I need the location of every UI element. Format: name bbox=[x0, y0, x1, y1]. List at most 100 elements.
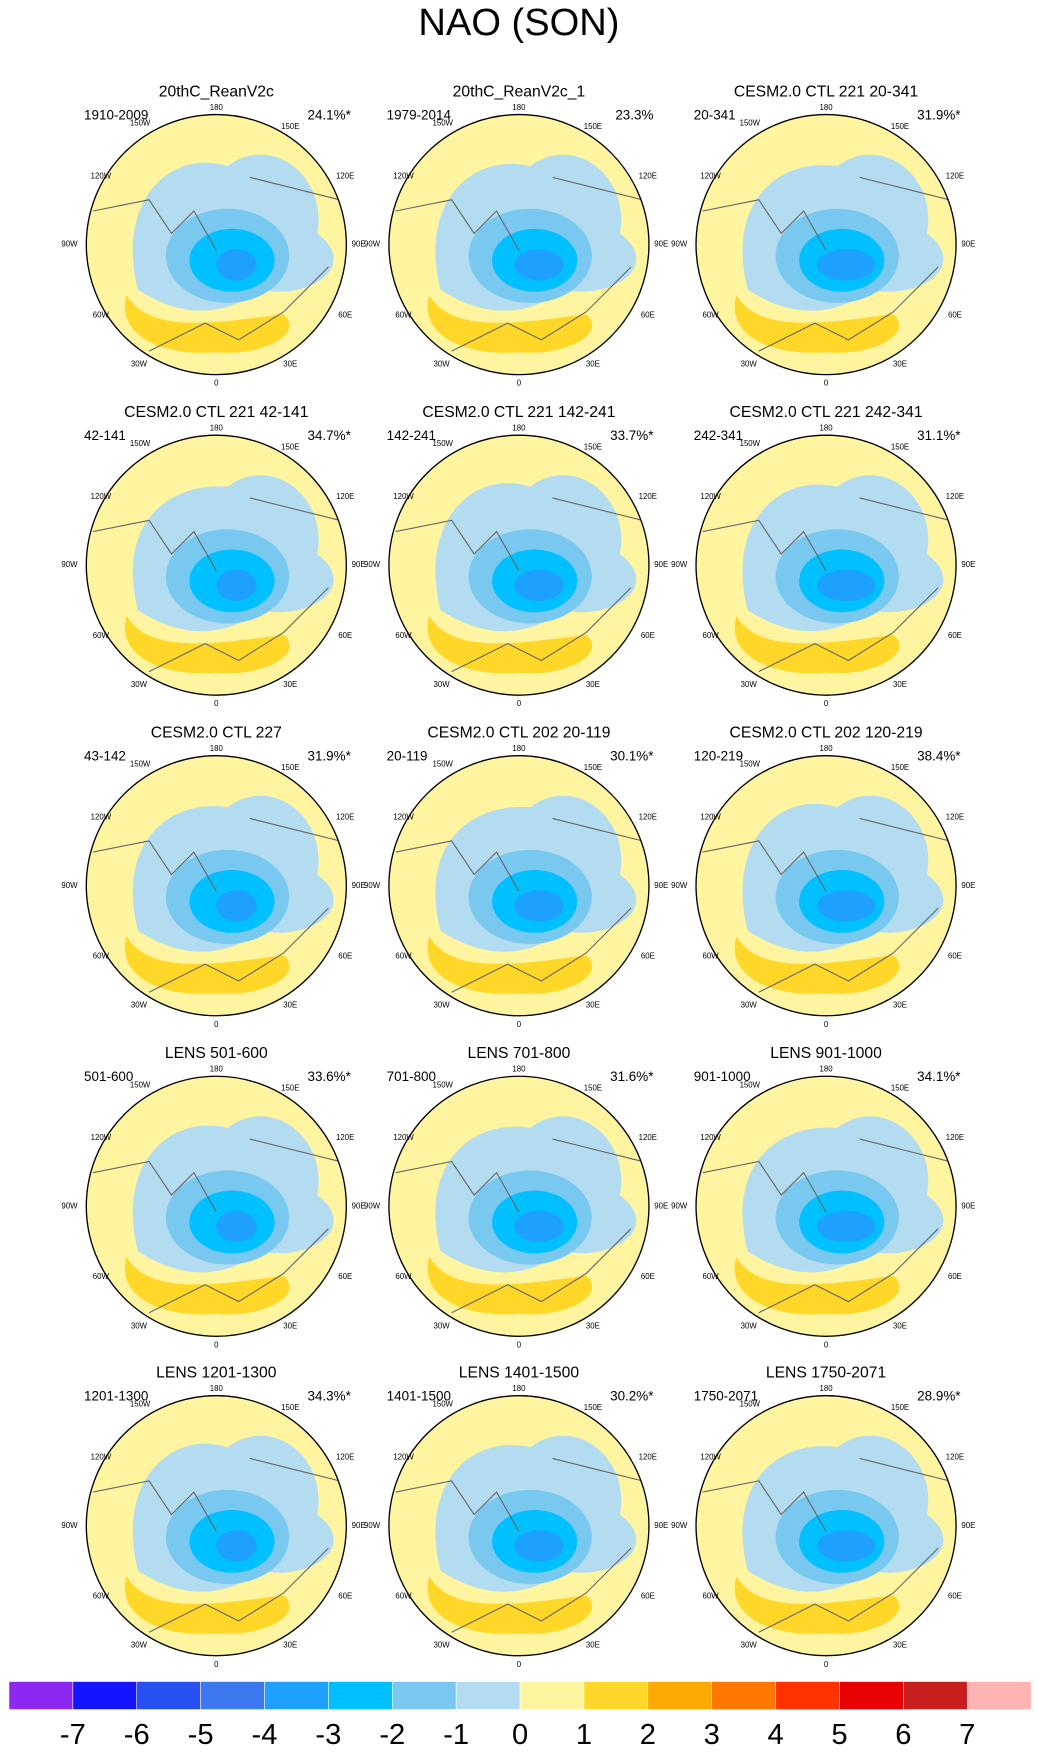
map-panel: CESM2.0 CTL 221 20-341 20-341 31.9%* 180 150… bbox=[671, 83, 975, 387]
map-panel: CESM2.0 CTL 221 142-241 142-241 33.7%* 180 1… bbox=[364, 404, 668, 708]
panel-period: 701-800 bbox=[387, 1069, 436, 1084]
contour bbox=[514, 249, 564, 281]
longitude-label: 120E bbox=[946, 1452, 964, 1461]
longitude-label: 120E bbox=[336, 1452, 354, 1461]
longitude-label: 120E bbox=[946, 171, 964, 180]
colorbar-label: 6 bbox=[895, 1719, 911, 1751]
longitude-label: 90E bbox=[961, 1521, 975, 1530]
longitude-label: 30E bbox=[283, 1641, 297, 1650]
longitude-label: 150E bbox=[891, 763, 909, 772]
longitude-label: 120E bbox=[946, 1133, 964, 1142]
longitude-label: 90W bbox=[364, 1521, 381, 1530]
panel-variance: 31.9%* bbox=[307, 748, 351, 763]
longitude-label: 30W bbox=[741, 1001, 758, 1010]
longitude-label: 120E bbox=[336, 171, 354, 180]
longitude-label: 150W bbox=[130, 439, 151, 448]
longitude-label: 120E bbox=[336, 492, 354, 501]
longitude-label: 30E bbox=[586, 1321, 600, 1330]
longitude-label: 150W bbox=[130, 119, 151, 128]
map bbox=[696, 755, 957, 1016]
longitude-label: 180 bbox=[512, 424, 526, 433]
map-border bbox=[388, 434, 650, 696]
map bbox=[388, 1395, 649, 1656]
longitude-label: 90E bbox=[654, 560, 668, 569]
panel-title: LENS 501-600 bbox=[165, 1045, 268, 1062]
longitude-label: 0 bbox=[214, 699, 219, 708]
colorbar-box bbox=[328, 1681, 393, 1710]
longitude-label: 120W bbox=[700, 492, 721, 501]
map bbox=[86, 1395, 347, 1656]
longitude-label: 30E bbox=[586, 360, 600, 369]
longitude-label: 60E bbox=[641, 951, 655, 960]
longitude-label: 30W bbox=[434, 1321, 451, 1330]
longitude-label: 30W bbox=[741, 1641, 758, 1650]
longitude-label: 150W bbox=[432, 439, 453, 448]
map-panel: CESM2.0 CTL 227 43-142 31.9%* 180 150W 150E 12… bbox=[61, 724, 365, 1028]
longitude-label: 180 bbox=[820, 1384, 834, 1393]
longitude-label: 60E bbox=[338, 631, 352, 640]
colorbar-label: 1 bbox=[576, 1719, 592, 1751]
longitude-label: 90W bbox=[364, 881, 381, 890]
longitude-label: 180 bbox=[210, 1065, 224, 1074]
map bbox=[388, 435, 649, 696]
map-border bbox=[695, 113, 957, 376]
longitude-label: 60E bbox=[641, 310, 655, 319]
map-panel: 20thC_ReanV2c 1910-2009 24.1%* 180 150W 150E 1… bbox=[61, 83, 365, 387]
contour bbox=[216, 249, 257, 281]
longitude-label: 60W bbox=[703, 631, 720, 640]
map-panel: CESM2.0 CTL 202 20-119 20-119 30.1%* 180 150… bbox=[364, 724, 668, 1028]
longitude-label: 180 bbox=[820, 424, 834, 433]
contour bbox=[514, 1530, 564, 1562]
colorbar-box bbox=[903, 1681, 968, 1710]
map bbox=[696, 114, 957, 375]
longitude-label: 90E bbox=[654, 240, 668, 249]
map-panel: LENS 1201-1300 1201-1300 34.3%* 180 150W 150E… bbox=[61, 1364, 365, 1668]
panel-period: 42-141 bbox=[84, 428, 126, 443]
panel-title: LENS 1201-1300 bbox=[156, 1364, 277, 1381]
panel-variance: 31.6%* bbox=[610, 1069, 654, 1084]
colorbar-box bbox=[966, 1681, 1032, 1710]
panel-period: 20-341 bbox=[694, 107, 736, 122]
panel-variance: 23.3% bbox=[615, 107, 653, 122]
longitude-label: 120E bbox=[946, 812, 964, 821]
longitude-label: 180 bbox=[512, 744, 526, 753]
longitude-label: 180 bbox=[820, 103, 834, 112]
longitude-label: 30E bbox=[586, 1641, 600, 1650]
panel-period: 242-341 bbox=[694, 428, 743, 443]
coastline bbox=[702, 176, 950, 352]
longitude-label: 90E bbox=[961, 1201, 975, 1210]
longitude-label: 60W bbox=[93, 631, 110, 640]
longitude-label: 180 bbox=[210, 744, 224, 753]
longitude-label: 30E bbox=[586, 1001, 600, 1010]
longitude-label: 90W bbox=[671, 1201, 688, 1210]
map-border bbox=[85, 434, 348, 696]
longitude-label: 0 bbox=[517, 379, 522, 388]
contour bbox=[817, 1530, 876, 1562]
longitude-label: 90E bbox=[961, 560, 975, 569]
longitude-label: 60E bbox=[338, 1272, 352, 1281]
colorbar-box bbox=[519, 1681, 585, 1710]
longitude-label: 60W bbox=[395, 310, 412, 319]
longitude-label: 0 bbox=[824, 699, 829, 708]
map bbox=[388, 1076, 649, 1337]
longitude-label: 120E bbox=[336, 812, 354, 821]
longitude-label: 180 bbox=[210, 1384, 224, 1393]
longitude-label: 30W bbox=[434, 680, 451, 689]
panel-period: 43-142 bbox=[84, 748, 126, 763]
longitude-label: 90W bbox=[61, 881, 78, 890]
coastline bbox=[395, 1138, 643, 1314]
panel-title: LENS 1401-1500 bbox=[459, 1364, 580, 1381]
panel-variance: 30.1%* bbox=[610, 748, 654, 763]
longitude-label: 90W bbox=[671, 240, 688, 249]
longitude-label: 90E bbox=[352, 1521, 366, 1530]
colorbar-label: 7 bbox=[959, 1719, 975, 1751]
map-border bbox=[695, 755, 957, 1017]
map-border bbox=[85, 1395, 348, 1657]
longitude-label: 120W bbox=[91, 492, 112, 501]
panel-variance: 28.9%* bbox=[917, 1388, 961, 1403]
colorbar-label: 3 bbox=[704, 1719, 720, 1751]
longitude-label: 90E bbox=[961, 881, 975, 890]
map bbox=[696, 435, 957, 696]
